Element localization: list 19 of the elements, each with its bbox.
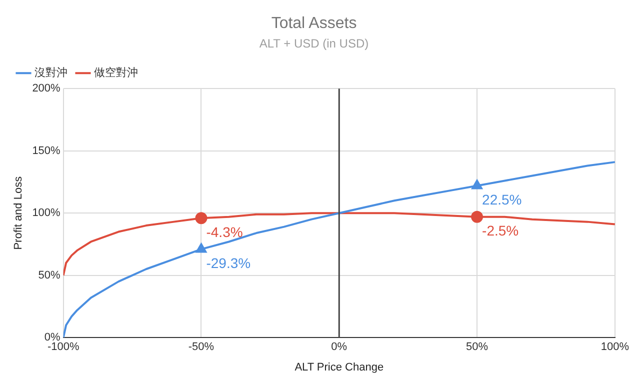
x-tick-label: 50% xyxy=(466,341,488,354)
y-tick-label: 100% xyxy=(32,207,61,220)
legend-label: 做空對沖 xyxy=(94,66,138,80)
annotation: -2.5% xyxy=(482,222,519,239)
x-axis-title: ALT Price Change xyxy=(294,361,384,374)
y-tick-label: 50% xyxy=(38,269,61,282)
annotation: 22.5% xyxy=(482,192,522,208)
annotation: -29.3% xyxy=(206,255,251,272)
x-tick-label: -50% xyxy=(188,341,214,354)
y-axis-title: Profit and Loss xyxy=(12,176,25,250)
chart-title: Total Assets xyxy=(271,15,357,32)
x-tick-label: 0% xyxy=(331,341,348,354)
annotation: -4.3% xyxy=(206,224,243,240)
x-tick-label: 100% xyxy=(600,341,630,354)
y-tick-label: 200% xyxy=(32,82,61,95)
legend-label: 沒對沖 xyxy=(34,66,68,80)
y-tick-label: 150% xyxy=(32,144,61,157)
chart-subtitle: ALT + USD (in USD) xyxy=(259,36,369,51)
x-tick-label: -100% xyxy=(47,341,80,354)
